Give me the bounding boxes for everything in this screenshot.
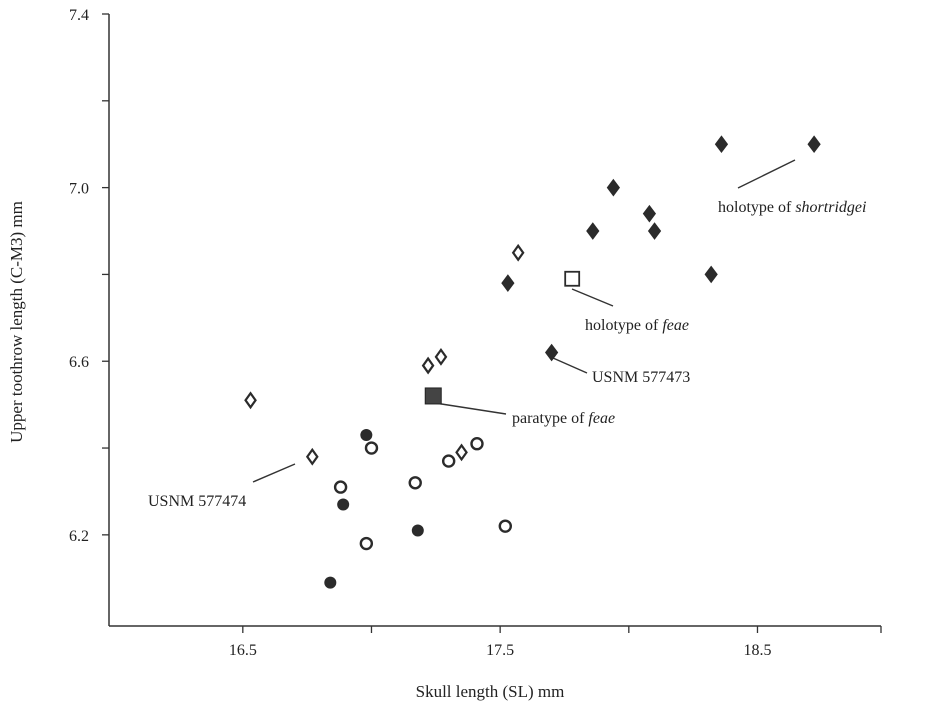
x-tick-label: 18.5: [743, 642, 771, 659]
filled-diamond-point: [544, 343, 559, 362]
open-diamond-point: [305, 447, 319, 466]
filled-diamond-point: [586, 222, 600, 240]
open-circle-point: [441, 454, 456, 468]
y-tick-label: 6.2: [69, 528, 89, 545]
annotation-holotype-shortridgei-text: holotype of: [718, 199, 795, 216]
annotation-paratype-feae-italic: feae: [588, 410, 615, 427]
x-tick-label: 17.5: [486, 642, 514, 659]
filled-circle-point: [360, 429, 373, 442]
annotation-holotype-feae-italic: feae: [662, 317, 689, 334]
data-points: [244, 135, 821, 589]
open-circle-point: [364, 441, 379, 455]
open-diamond-point: [511, 243, 525, 262]
annotation-usnm-577473: USNM 577473: [592, 369, 690, 386]
annotation-holotype-feae: holotype of feae: [585, 317, 689, 334]
axes: [108, 14, 881, 627]
annotation-usnm-577473-leader: [552, 357, 588, 374]
annotation-holotype-feae-leader: [571, 288, 614, 307]
filled-diamond-point: [704, 265, 718, 284]
annotation-paratype-feae-text: paratype of: [512, 410, 588, 427]
annotation-usnm-577473-text: USNM 577473: [592, 369, 690, 386]
y-tick-label: 6.6: [69, 354, 89, 371]
filled-diamond-point: [647, 222, 662, 240]
open-diamond-point: [244, 391, 257, 410]
open-diamond-point: [455, 443, 468, 462]
filled-diamond-point: [642, 204, 657, 223]
open-square-point: [564, 270, 581, 287]
filled-diamond-point: [501, 274, 515, 292]
annotation-holotype-feae-text: holotype of: [585, 317, 662, 334]
filled-diamond-point: [714, 135, 729, 154]
filled-circle-point: [411, 524, 424, 537]
annotation-holotype-shortridgei: holotype of shortridgei: [718, 199, 866, 216]
open-diamond-point: [434, 348, 448, 366]
filled-square-point: [424, 387, 442, 405]
open-circle-point: [359, 536, 374, 551]
tick-labels: 16.5 17.5 18.5 6.2 6.6 7.0 7.4: [69, 7, 771, 659]
annotation-usnm-577474-leader: [252, 463, 296, 483]
filled-diamond-point: [606, 178, 620, 197]
y-tick-label: 7.0: [69, 181, 89, 198]
filled-circle-point: [324, 576, 337, 589]
annotation-paratype-feae: paratype of feae: [512, 410, 615, 427]
ticks: [102, 13, 882, 633]
open-circle-point: [498, 519, 512, 533]
y-tick-label: 7.4: [69, 7, 89, 24]
x-axis-title: Skull length (SL) mm: [416, 682, 565, 701]
filled-diamond-point: [807, 135, 821, 154]
x-tick-label: 16.5: [229, 642, 257, 659]
annotation-usnm-577474-text: USNM 577474: [148, 493, 246, 510]
open-circle-point: [408, 476, 422, 490]
y-axis-title: Upper toothrow length (C-M3) mm: [7, 201, 26, 443]
open-circle-point: [470, 437, 484, 451]
annotation-holotype-shortridgei-italic: shortridgei: [795, 199, 866, 216]
open-diamond-point: [421, 356, 435, 375]
filled-circle-point: [337, 498, 350, 511]
annotation-usnm-577474: USNM 577474: [148, 493, 246, 510]
open-circle-point: [333, 480, 348, 494]
annotation-holotype-shortridgei-leader: [737, 159, 796, 189]
annotation-paratype-feae-leader: [434, 402, 507, 415]
